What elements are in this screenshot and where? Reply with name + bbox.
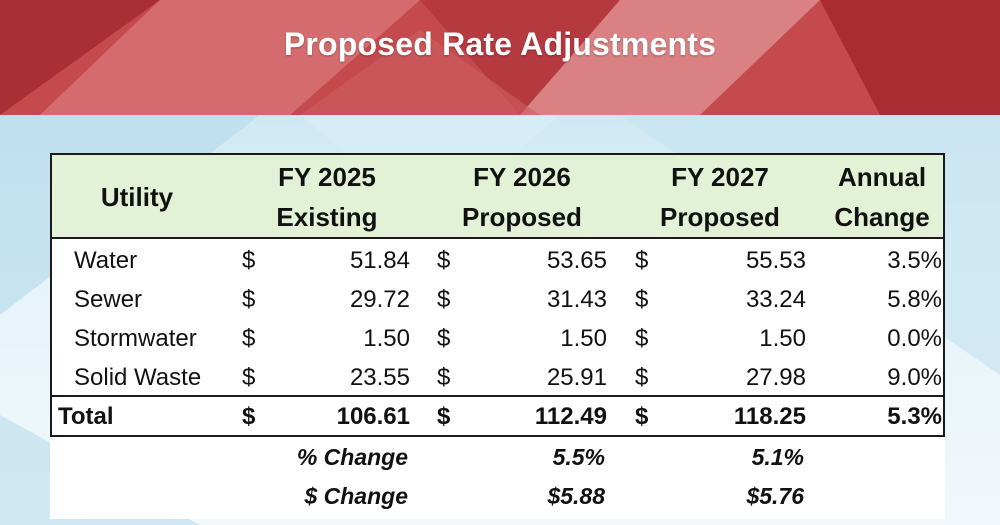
- total-row: Total $ 106.61 $ 112.49 $ 118.25 5.3%: [50, 395, 945, 437]
- page-title: Proposed Rate Adjustments: [283, 26, 717, 62]
- row-fy2026: 53.65: [546, 247, 607, 274]
- row-fy2027: 27.98: [745, 364, 806, 391]
- header-fy2026: FY 2026 Proposed: [437, 157, 607, 237]
- row-annual: 3.5%: [887, 247, 942, 274]
- header-fy2025-line2: Existing: [276, 202, 378, 232]
- currency-symbol: $: [635, 247, 649, 274]
- header-fy2025-line1: FY 2025: [278, 162, 376, 192]
- pct-change-fy2026: 5.5%: [552, 444, 605, 470]
- row-fy2027: 55.53: [745, 247, 806, 274]
- row-fy2026: 25.91: [546, 364, 607, 391]
- header-utility: Utility: [100, 182, 174, 212]
- row-fy2025: 1.50: [363, 325, 410, 352]
- currency-symbol: $: [437, 364, 451, 391]
- currency-symbol: $: [242, 364, 256, 391]
- currency-symbol: $: [437, 247, 451, 274]
- total-fy2027: 118.25: [733, 403, 806, 430]
- table-row: Sewer $ 29.72 $ 31.43 $ 33.24 5.8%: [52, 280, 943, 319]
- row-fy2025: 23.55: [349, 364, 410, 391]
- header-annual-line1: Annual: [837, 162, 927, 192]
- header-fy2027: FY 2027 Proposed: [635, 157, 805, 237]
- dollar-change-fy2026: $5.88: [547, 483, 605, 509]
- total-fy2026: 112.49: [534, 403, 607, 430]
- row-fy2025: 29.72: [349, 286, 410, 313]
- pct-change-label: % Change: [296, 444, 408, 470]
- header-annual-change: Annual Change: [822, 157, 942, 237]
- currency-symbol: $: [242, 403, 256, 430]
- table-body: Water $ 51.84 $ 53.65 $ 55.53 3.5% Sewer…: [50, 239, 945, 395]
- dollar-change-fy2027: $5.76: [746, 483, 804, 509]
- currency-symbol: $: [242, 286, 256, 313]
- row-annual: 9.0%: [887, 364, 942, 391]
- currency-symbol: $: [635, 325, 649, 352]
- currency-symbol: $: [437, 403, 451, 430]
- row-fy2025: 51.84: [349, 247, 410, 274]
- table-row: Stormwater $ 1.50 $ 1.50 $ 1.50 0.0%: [52, 319, 943, 358]
- dollar-change-row: $ Change $5.88 $5.76: [50, 478, 945, 518]
- banner-pattern: [0, 0, 1000, 115]
- currency-symbol: $: [635, 286, 649, 313]
- row-utility: Stormwater: [74, 325, 197, 352]
- row-fy2027: 33.24: [745, 286, 806, 313]
- row-utility: Solid Waste: [74, 364, 202, 391]
- row-fy2026: 1.50: [560, 325, 607, 352]
- total-annual: 5.3%: [887, 403, 942, 430]
- row-utility: Water: [74, 247, 138, 274]
- row-fy2027: 1.50: [759, 325, 806, 352]
- row-fy2026: 31.43: [546, 286, 607, 313]
- pct-change-row: % Change 5.5% 5.1%: [50, 439, 945, 479]
- header-fy2027-line1: FY 2027: [671, 162, 769, 192]
- row-annual: 0.0%: [887, 325, 942, 352]
- dollar-change-label: $ Change: [304, 483, 408, 509]
- currency-symbol: $: [635, 364, 649, 391]
- title-banner: [0, 0, 1000, 115]
- table-header: Utility FY 2025 Existing FY 2026 Propose…: [50, 153, 945, 239]
- pct-change-fy2027: 5.1%: [751, 444, 804, 470]
- header-fy2027-line2: Proposed: [660, 202, 780, 232]
- currency-symbol: $: [437, 286, 451, 313]
- change-summary: % Change 5.5% 5.1% $ Change $5.88 $5.76: [50, 437, 945, 519]
- table-row: Solid Waste $ 23.55 $ 25.91 $ 27.98 9.0%: [52, 358, 943, 397]
- row-annual: 5.8%: [887, 286, 942, 313]
- currency-symbol: $: [242, 325, 256, 352]
- header-fy2026-line2: Proposed: [462, 202, 582, 232]
- total-label: Total: [58, 403, 114, 430]
- currency-symbol: $: [635, 403, 649, 430]
- table-row: Water $ 51.84 $ 53.65 $ 55.53 3.5%: [52, 241, 943, 280]
- header-fy2025: FY 2025 Existing: [242, 157, 412, 237]
- row-utility: Sewer: [74, 286, 143, 313]
- header-annual-line2: Change: [834, 202, 930, 232]
- total-fy2025: 106.61: [336, 403, 410, 430]
- rate-table: Utility FY 2025 Existing FY 2026 Propose…: [50, 153, 945, 519]
- currency-symbol: $: [242, 247, 256, 274]
- header-fy2026-line1: FY 2026: [473, 162, 571, 192]
- currency-symbol: $: [437, 325, 451, 352]
